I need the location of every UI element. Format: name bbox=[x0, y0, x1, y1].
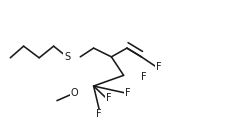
Text: F: F bbox=[156, 62, 162, 72]
Text: F: F bbox=[106, 93, 111, 103]
Text: F: F bbox=[96, 109, 102, 119]
Text: F: F bbox=[141, 72, 147, 82]
Text: F: F bbox=[125, 88, 130, 98]
Text: O: O bbox=[71, 88, 79, 98]
Text: S: S bbox=[64, 52, 70, 62]
